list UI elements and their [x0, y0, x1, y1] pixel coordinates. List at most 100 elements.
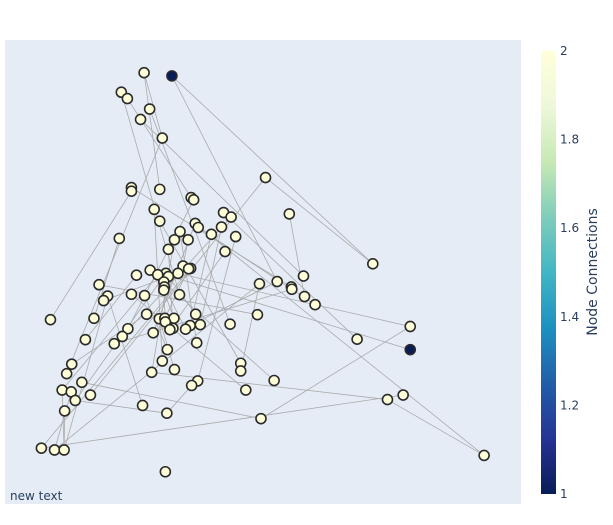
node-point[interactable]	[161, 343, 174, 356]
node-point[interactable]	[69, 394, 82, 407]
node-point[interactable]	[159, 465, 172, 478]
node-point[interactable]	[153, 183, 166, 196]
node-point[interactable]	[397, 389, 409, 401]
node-point[interactable]	[271, 275, 283, 288]
node-point[interactable]	[219, 245, 231, 258]
node-point[interactable]	[44, 313, 57, 326]
node-point[interactable]	[367, 258, 379, 270]
node-point[interactable]	[478, 449, 490, 462]
node-point[interactable]	[116, 330, 129, 343]
node-point[interactable]	[187, 194, 200, 206]
node-point[interactable]	[205, 228, 218, 241]
node-point[interactable]	[79, 333, 92, 346]
colorbar-tick-label: 1.6	[560, 221, 579, 235]
node-point[interactable]	[138, 66, 150, 79]
node-point[interactable]	[93, 278, 105, 291]
node-point[interactable]	[162, 243, 175, 256]
edge-line	[149, 108, 231, 325]
node-point[interactable]	[156, 355, 169, 367]
node-point[interactable]	[189, 308, 202, 321]
edge-line	[260, 326, 411, 419]
node-point[interactable]	[173, 288, 186, 301]
node-point[interactable]	[143, 103, 156, 115]
node-point[interactable]	[225, 211, 237, 223]
node-point[interactable]	[88, 312, 100, 325]
node-point[interactable]	[194, 318, 207, 331]
node-point[interactable]	[253, 278, 266, 290]
node-point[interactable]	[404, 320, 417, 333]
node-point[interactable]	[84, 389, 97, 401]
node-point[interactable]	[58, 444, 70, 456]
node-point[interactable]	[113, 232, 126, 245]
node-point[interactable]	[147, 327, 159, 339]
node-point[interactable]	[166, 70, 178, 82]
node-point[interactable]	[60, 367, 73, 380]
edge-line	[150, 269, 411, 351]
edge-line	[54, 283, 260, 451]
node-point[interactable]	[283, 208, 296, 220]
edge-line	[166, 385, 192, 414]
node-point[interactable]	[224, 318, 236, 331]
edge-line	[387, 399, 485, 456]
node-point[interactable]	[168, 233, 181, 246]
node-point[interactable]	[251, 308, 264, 321]
node-point[interactable]	[140, 308, 153, 321]
node-point[interactable]	[125, 185, 138, 197]
node-point[interactable]	[190, 337, 203, 349]
node-point[interactable]	[76, 376, 88, 389]
edge-line	[93, 238, 120, 319]
edge-line	[63, 295, 109, 451]
node-point[interactable]	[172, 267, 184, 280]
node-point[interactable]	[192, 221, 205, 234]
edge-line	[265, 177, 374, 265]
node-point[interactable]	[255, 412, 267, 425]
node-point[interactable]	[164, 323, 176, 336]
node-point[interactable]	[182, 263, 195, 275]
node-point[interactable]	[48, 444, 61, 456]
node-point[interactable]	[122, 322, 134, 335]
node-point[interactable]	[268, 374, 280, 387]
node-point[interactable]	[298, 290, 311, 303]
node-point[interactable]	[121, 92, 134, 105]
colorbar-gradient	[541, 51, 556, 494]
node-point[interactable]	[148, 203, 161, 216]
node-point[interactable]	[351, 333, 363, 345]
node-point[interactable]	[97, 294, 110, 307]
node-point[interactable]	[309, 298, 321, 311]
node-point[interactable]	[130, 269, 143, 281]
node-point[interactable]	[151, 268, 164, 281]
node-point[interactable]	[156, 132, 169, 144]
edge-line	[143, 72, 161, 190]
node-point[interactable]	[229, 230, 242, 243]
node-point[interactable]	[381, 393, 394, 406]
node-point[interactable]	[136, 399, 149, 412]
node-point[interactable]	[286, 283, 298, 296]
node-point[interactable]	[56, 384, 68, 396]
node-point[interactable]	[145, 366, 158, 379]
node-point[interactable]	[138, 289, 151, 302]
edge-line	[41, 394, 404, 449]
node-point[interactable]	[168, 363, 181, 376]
node-point[interactable]	[125, 288, 138, 301]
node-point[interactable]	[58, 405, 71, 417]
node-point[interactable]	[153, 215, 166, 227]
node-point[interactable]	[182, 233, 194, 246]
node-point[interactable]	[134, 113, 147, 126]
node-point[interactable]	[158, 284, 170, 296]
node-point[interactable]	[259, 171, 272, 184]
colorbar-tick-label: 2	[560, 44, 568, 58]
node-point[interactable]	[161, 407, 173, 419]
edge-line	[240, 283, 260, 372]
node-point[interactable]	[179, 323, 192, 336]
node-point[interactable]	[215, 221, 228, 233]
node-point[interactable]	[65, 358, 78, 370]
node-point[interactable]	[239, 384, 252, 396]
node-point[interactable]	[297, 270, 310, 282]
node-point[interactable]	[108, 337, 121, 350]
node-point[interactable]	[35, 442, 48, 454]
edge-line	[120, 92, 180, 295]
node-point[interactable]	[174, 225, 186, 238]
node-point[interactable]	[185, 379, 198, 392]
node-point[interactable]	[234, 365, 247, 377]
node-point[interactable]	[404, 343, 417, 356]
